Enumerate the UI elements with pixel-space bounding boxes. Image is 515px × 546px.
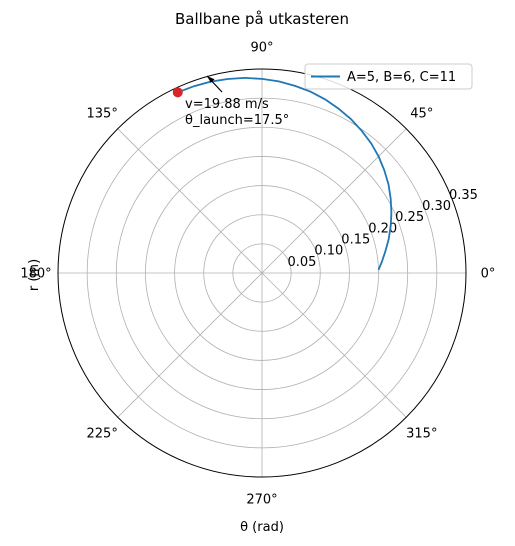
annotation-line-1: v=19.88 m/s [185,97,269,112]
theta-tick-label: 45° [410,107,433,122]
theta-tick-label: 270° [246,493,277,508]
legend-box [304,63,473,90]
grid-spoke-5 [117,272,263,418]
theta-tick-label: 90° [250,41,273,56]
radial-tick-label: 0.10 [314,244,343,259]
radial-tick-label: 0.20 [368,221,397,236]
radial-tick-label: 0.05 [287,255,316,270]
grid-spoke-1 [261,128,407,274]
theta-tick-label: 315° [406,426,437,441]
radial-tick-label: 0.30 [422,199,451,214]
series-line-0 [177,76,393,271]
launch-point-marker [172,87,183,98]
data-series [172,76,393,271]
y-axis-label: r (m) [27,259,42,291]
annotation-arrowhead [207,76,215,83]
grid-spoke-3 [117,128,263,274]
radial-tick-label: 0.15 [341,233,370,248]
annotation-line-2: θ_launch=17.5° [185,113,289,128]
theta-tick-label: 135° [87,107,118,122]
annotation: v=19.88 m/s θ_launch=17.5° [185,75,289,128]
chart-title: Ballbane på utkasteren [175,10,349,28]
theta-tick-label: 0° [481,267,496,282]
theta-tick-labels: 0° 45° 90° 135° 180° 225° 270° 315° [20,41,495,508]
legend: A=5, B=6, C=11 [304,63,473,90]
grid-spoke-7 [261,272,407,418]
polar-grid [57,68,467,478]
legend-label: A=5, B=6, C=11 [347,70,456,85]
theta-tick-label: 225° [87,426,118,441]
radial-tick-label: 0.25 [395,210,424,225]
x-axis-label: θ (rad) [240,520,284,535]
theta-tick-label: 180° [20,267,51,282]
radial-tick-label: 0.35 [449,188,478,203]
polar-frame [57,68,467,478]
